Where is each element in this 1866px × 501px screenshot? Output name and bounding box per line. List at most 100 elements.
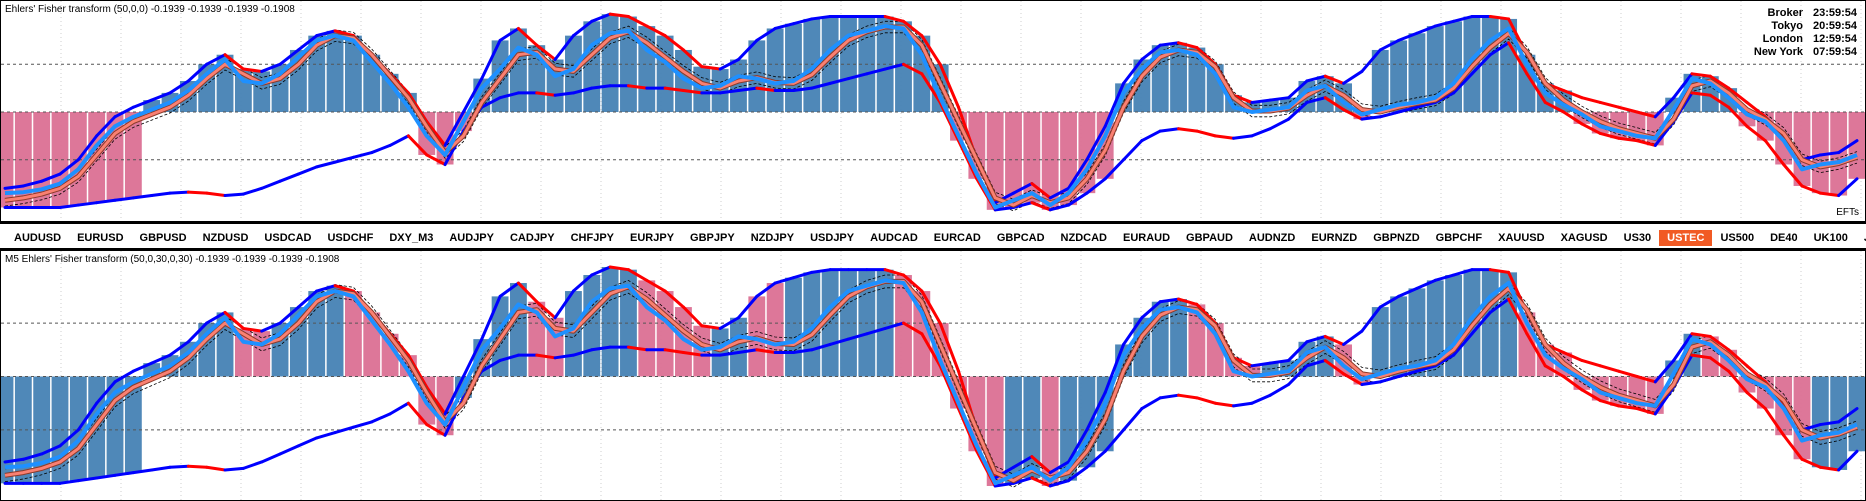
upper-envelope-segment — [718, 58, 740, 71]
upper-envelope-segment — [645, 24, 667, 38]
upper-envelope-segment — [1727, 348, 1749, 368]
trigger-line — [4, 279, 1858, 483]
bottom-indicator-title: M5 Ehlers' Fisher transform (50,0,30,0,3… — [5, 254, 340, 265]
symbol-button-eurnzd[interactable]: EURNZD — [1311, 232, 1358, 244]
upper-envelope-segment — [296, 34, 319, 52]
upper-envelope-segment — [571, 273, 594, 293]
symbol-button-chfjpy[interactable]: CHFJPY — [570, 232, 615, 244]
upper-envelope-segment — [1103, 81, 1126, 128]
symbol-button-xagusd[interactable]: XAGUSD — [1560, 232, 1608, 244]
upper-envelope-segment — [1250, 98, 1272, 104]
lower-envelope-segment — [260, 452, 282, 464]
symbol-button-gbpnzd[interactable]: GBPNZD — [1373, 232, 1420, 244]
symbol-button-gbpusd[interactable]: GBPUSD — [139, 232, 187, 244]
upper-envelope-segment — [1690, 72, 1712, 78]
upper-envelope-segment — [571, 19, 594, 38]
histogram-bar — [344, 35, 362, 112]
symbol-button-gbpcad[interactable]: GBPCAD — [996, 232, 1045, 244]
upper-envelope-segment — [150, 353, 172, 365]
upper-envelope-segment — [1397, 31, 1419, 42]
lower-envelope-segment — [278, 444, 300, 456]
lower-envelope-segment — [205, 465, 227, 472]
upper-envelope-segment — [425, 120, 447, 147]
lower-envelope-segment — [1140, 129, 1162, 143]
lower-envelope-segment — [901, 62, 924, 76]
upper-envelope-segment — [1708, 74, 1731, 90]
symbol-button-euraud[interactable]: EURAUD — [1122, 232, 1171, 244]
histogram-bar — [1023, 376, 1041, 478]
histogram-bar — [1005, 376, 1022, 484]
histogram-bar — [1445, 21, 1463, 112]
symbol-button-us30[interactable]: US30 — [1623, 232, 1652, 244]
lower-envelope-segment — [846, 332, 869, 341]
lower-envelope-segment — [1837, 449, 1859, 472]
histogram-bar — [1371, 307, 1389, 377]
lower-envelope-segment — [1232, 401, 1254, 408]
bottom-indicator-pane[interactable]: M5 Ehlers' Fisher transform (50,0,30,0,3… — [0, 250, 1866, 501]
upper-envelope-segment — [40, 172, 62, 183]
upper-envelope-segment — [1397, 286, 1419, 298]
lower-envelope-segment — [1360, 380, 1382, 387]
symbol-button-usdjpy[interactable]: USDJPY — [810, 232, 855, 244]
lower-envelope-segment — [1837, 177, 1859, 198]
symbol-button-audcad[interactable]: AUDCAD — [870, 232, 918, 244]
upper-envelope-segment — [700, 65, 722, 71]
upper-envelope-segment — [1818, 151, 1841, 157]
symbol-button-audusd[interactable]: AUDUSD — [14, 232, 62, 244]
lower-envelope-segment — [351, 420, 374, 429]
symbol-button-us500[interactable]: US500 — [1720, 232, 1755, 244]
symbol-button-nzdjpy[interactable]: NZDJPY — [750, 232, 795, 244]
lower-envelope-segment — [718, 350, 740, 357]
symbol-button-dxy_m3[interactable]: DXY_M3 — [389, 232, 434, 244]
symbol-button-jp225[interactable]: JP225 — [1856, 230, 1866, 246]
upper-envelope-segment — [131, 98, 154, 109]
upper-envelope-segment — [1030, 455, 1052, 475]
symbol-button-eurusd[interactable]: EURUSD — [77, 232, 124, 244]
upper-envelope-segment — [1323, 334, 1346, 346]
symbol-button-eurjpy[interactable]: EURJPY — [630, 232, 675, 244]
upper-envelope-segment — [333, 29, 355, 38]
lower-envelope-segment — [131, 194, 154, 200]
histogram-bar — [1261, 100, 1279, 112]
symbol-button-eurcad[interactable]: EURCAD — [933, 232, 981, 244]
upper-envelope-segment — [590, 265, 612, 277]
upper-envelope-segment — [1012, 455, 1034, 469]
upper-envelope-segment — [223, 53, 245, 71]
upper-envelope-segment — [113, 369, 135, 384]
symbol-button-cadjpy[interactable]: CADJPY — [509, 232, 555, 244]
lower-envelope-segment — [1232, 134, 1254, 140]
symbol-button-ustec[interactable]: USTEC — [1659, 230, 1713, 246]
symbol-button-gbpaud[interactable]: GBPAUD — [1186, 232, 1233, 244]
symbol-button-audjpy[interactable]: AUDJPY — [449, 232, 494, 244]
upper-envelope-segment — [901, 19, 924, 38]
lower-envelope-segment — [1140, 396, 1162, 411]
lower-envelope-segment — [1525, 332, 1547, 368]
symbol-button-xauusd[interactable]: XAUUSD — [1498, 232, 1545, 244]
lower-envelope-segment — [1818, 191, 1841, 198]
upper-envelope-segment — [608, 12, 630, 19]
symbol-button-nzdcad[interactable]: NZDCAD — [1060, 232, 1107, 244]
histogram-bar — [730, 317, 747, 377]
upper-envelope-segment — [480, 294, 502, 341]
lower-envelope-segment — [681, 350, 704, 357]
symbol-button-audnzd[interactable]: AUDNZD — [1248, 232, 1296, 244]
upper-envelope-segment — [883, 268, 905, 277]
symbol-button-usdcad[interactable]: USDCAD — [264, 232, 312, 244]
lower-envelope-segment — [663, 86, 685, 93]
lower-envelope-segment — [1507, 41, 1529, 76]
histogram-bar — [1811, 112, 1829, 194]
histogram-bar — [143, 100, 161, 112]
lower-envelope-segment — [351, 151, 374, 159]
symbol-button-gbpjpy[interactable]: GBPJPY — [690, 232, 735, 244]
symbol-button-gbpchf[interactable]: GBPCHF — [1435, 232, 1483, 244]
symbol-button-uk100[interactable]: UK100 — [1813, 232, 1848, 244]
symbol-button-de40[interactable]: DE40 — [1770, 232, 1798, 244]
upper-envelope-segment — [1048, 186, 1071, 200]
lower-envelope-segment — [1800, 184, 1822, 195]
symbol-button-nzdusd[interactable]: NZDUSD — [202, 232, 249, 244]
lower-envelope-segment — [1195, 129, 1217, 138]
top-indicator-pane[interactable]: Ehlers' Fisher transform (50,0,0) -0.193… — [0, 0, 1866, 222]
upper-envelope-segment — [901, 273, 924, 293]
upper-envelope-segment — [443, 110, 465, 147]
symbol-button-usdchf[interactable]: USDCHF — [327, 232, 374, 244]
